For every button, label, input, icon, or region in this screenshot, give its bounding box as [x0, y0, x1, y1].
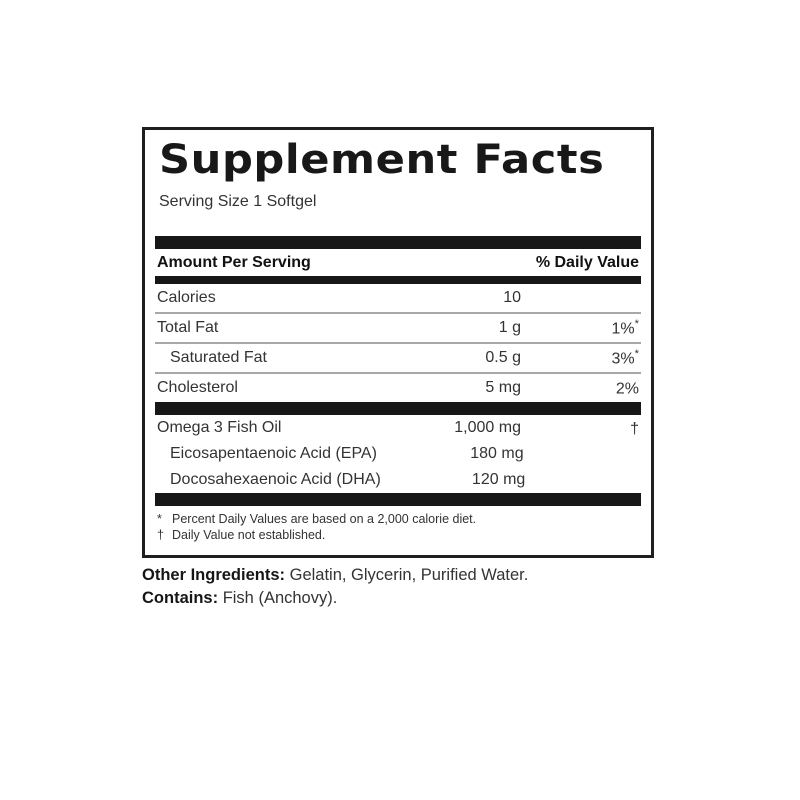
footnote-asterisk-mark: *: [157, 512, 162, 526]
nutrient-row-cholesterol: Cholesterol 5 mg 2%: [155, 374, 641, 402]
footnote-text: Daily Value not established.: [172, 528, 326, 542]
panel-title: Supplement Facts: [159, 137, 605, 183]
nutrient-daily-value: 2%: [615, 380, 639, 398]
other-ingredients-statement: Other Ingredients: Gelatin, Glycerin, Pu…: [142, 564, 672, 587]
nutrient-amount: 120 mg: [471, 471, 526, 488]
footnotes: * Percent Daily Values are based on a 2,…: [155, 511, 641, 543]
footnote-daily-values: * Percent Daily Values are based on a 2,…: [157, 511, 639, 527]
footnote-text: Percent Daily Values are based on a 2,00…: [172, 512, 477, 526]
nutrient-daily-value: 3%*: [611, 347, 639, 368]
row-divider: [155, 312, 641, 314]
amount-per-serving-header: Amount Per Serving: [157, 253, 311, 271]
section-bar-bottom: [155, 493, 641, 506]
nutrient-amount: 1,000 mg: [454, 419, 521, 436]
nutrient-name: Total Fat: [157, 319, 219, 336]
nutrient-row-omega-3-fish-oil: Omega 3 Fish Oil 1,000 mg †: [155, 415, 641, 441]
daily-value-header: % Daily Value: [535, 253, 639, 271]
nutrient-amount: 1 g: [498, 319, 521, 336]
other-ingredients-label: Other Ingredients:: [142, 566, 286, 584]
nutrient-row-saturated-fat: Saturated Fat 0.5 g 3%*: [155, 344, 641, 372]
contains-label: Contains:: [142, 589, 219, 607]
serving-size: Serving Size 1 Softgel: [159, 193, 317, 210]
footnote-daily-value-not-established: † Daily Value not established.: [157, 527, 639, 543]
other-ingredients-text: Gelatin, Glycerin, Purified Water.: [289, 566, 529, 584]
nutrient-name: Saturated Fat: [170, 349, 267, 366]
nutrient-row-epa: Eicosapentaenoic Acid (EPA) 180 mg: [155, 441, 641, 467]
section-bar-middle: [155, 402, 641, 415]
nutrient-name: Eicosapentaenoic Acid (EPA): [170, 445, 377, 462]
nutrient-amount: 5 mg: [485, 379, 521, 396]
contains-statement: Contains: Fish (Anchovy).: [142, 587, 672, 610]
nutrient-amount: 180 mg: [470, 445, 524, 462]
nutrient-daily-value: †: [630, 420, 639, 438]
header-underline-bar: [155, 276, 641, 284]
column-header-row: Amount Per Serving % Daily Value: [155, 249, 641, 276]
ingredient-statements: Other Ingredients: Gelatin, Glycerin, Pu…: [142, 564, 672, 610]
nutrient-amount: 10: [503, 289, 521, 306]
row-divider: [155, 372, 641, 374]
nutrient-name: Docosahexaenoic Acid (DHA): [170, 471, 381, 488]
footnote-dagger-mark: †: [157, 528, 164, 542]
nutrient-amount: 0.5 g: [485, 349, 521, 366]
section-bar-top: [155, 236, 641, 249]
nutrient-row-total-fat: Total Fat 1 g 1%*: [155, 314, 641, 342]
nutrient-name: Omega 3 Fish Oil: [157, 419, 282, 436]
supplement-facts-panel: Supplement Facts Serving Size 1 Softgel …: [142, 127, 654, 558]
nutrient-name: Calories: [157, 289, 216, 306]
nutrient-row-dha: Docosahexaenoic Acid (DHA) 120 mg: [155, 467, 641, 493]
nutrient-daily-value: 1%*: [611, 317, 639, 338]
nutrient-name: Cholesterol: [157, 379, 238, 396]
contains-text: Fish (Anchovy).: [222, 589, 338, 607]
nutrient-row-calories: Calories 10: [155, 284, 641, 312]
row-divider: [155, 342, 641, 344]
